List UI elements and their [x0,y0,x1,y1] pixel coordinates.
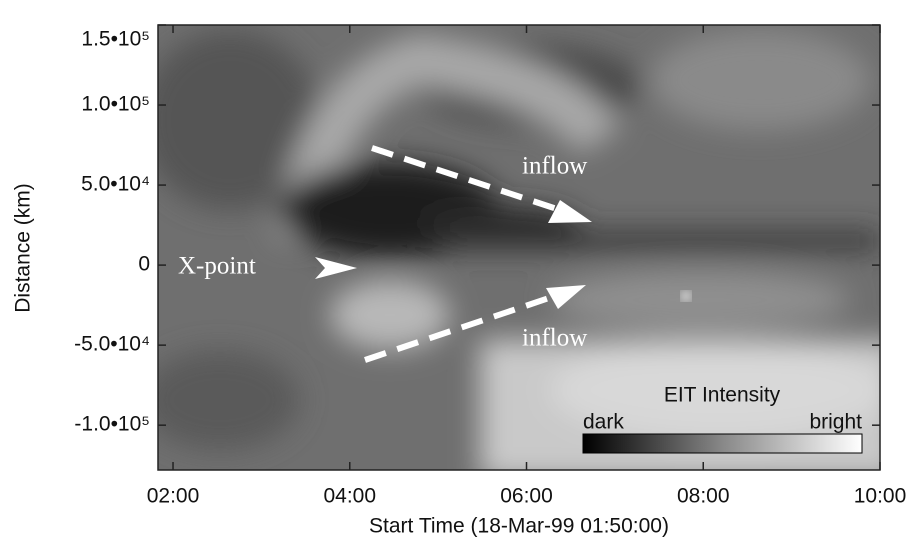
y-tick-label: 0 [138,253,150,276]
y-tick-label: -1.0•10⁵ [74,413,150,436]
y-tick-label: -5.0•10⁴ [74,333,150,356]
plot-frame [157,24,881,471]
x-axis-title: Start Time (18-Mar-99 01:50:00) [369,515,669,538]
annotation: inflow [522,325,587,352]
colorbar-high-label: bright [809,411,862,434]
y-axis-title: Distance (km) [12,183,35,313]
annotation: X-point [178,253,256,280]
y-tick-label: 5.0•10⁴ [81,173,150,196]
arrows [315,145,592,363]
annotation: inflow [522,153,587,180]
x-tick-label: 02:00 [147,485,200,508]
y-tick-label: 1.5•10⁵ [81,28,150,51]
x-tick-label: 06:00 [500,485,553,508]
colorbar-low-label: dark [583,411,624,434]
y-tick-label: 1.0•10⁵ [81,93,150,116]
x-tick-label: 08:00 [677,485,730,508]
colorbar [582,433,863,454]
colorbar-title: EIT Intensity [664,384,781,407]
x-tick-label: 10:00 [854,485,907,508]
x-tick-label: 04:00 [323,485,376,508]
